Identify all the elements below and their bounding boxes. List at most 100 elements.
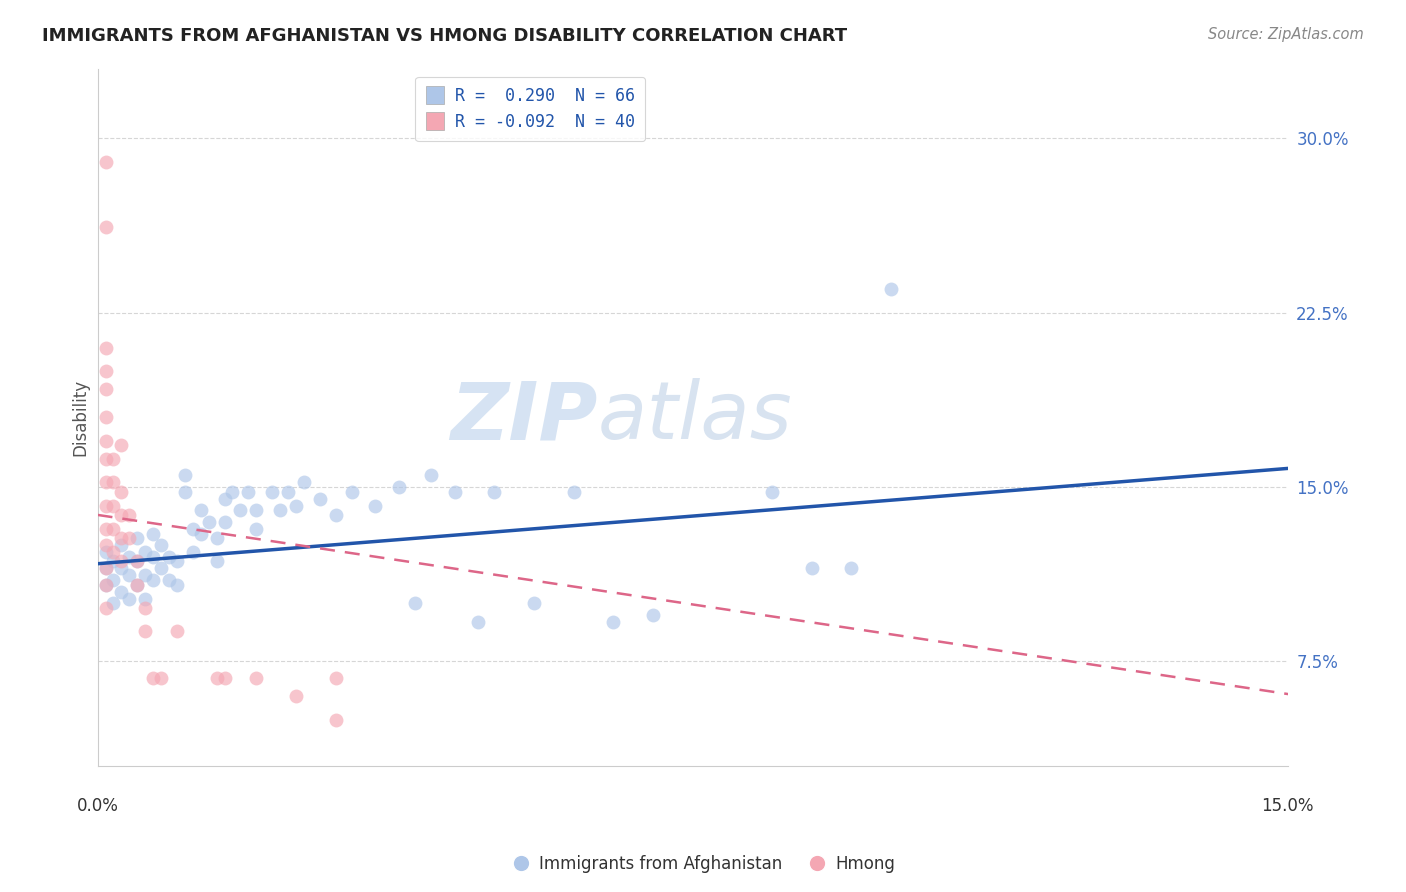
Point bbox=[103, 452, 125, 467]
Point bbox=[94, 601, 117, 615]
Point bbox=[94, 545, 117, 559]
Point bbox=[325, 713, 347, 727]
Point bbox=[118, 531, 141, 545]
Point bbox=[142, 526, 165, 541]
Point bbox=[364, 499, 387, 513]
Point bbox=[166, 577, 188, 591]
Point bbox=[484, 484, 506, 499]
Text: atlas: atlas bbox=[598, 378, 792, 457]
Point bbox=[761, 484, 783, 499]
Point bbox=[134, 545, 156, 559]
Point bbox=[467, 615, 489, 629]
Point bbox=[245, 522, 267, 536]
Point bbox=[103, 499, 125, 513]
Point bbox=[110, 531, 132, 545]
Point bbox=[94, 577, 117, 591]
Point bbox=[127, 531, 149, 545]
Point bbox=[103, 475, 125, 490]
Point bbox=[94, 577, 117, 591]
Point bbox=[118, 568, 141, 582]
Point bbox=[134, 624, 156, 639]
Legend: Immigrants from Afghanistan, Hmong: Immigrants from Afghanistan, Hmong bbox=[503, 848, 903, 880]
Point bbox=[127, 554, 149, 568]
Point bbox=[245, 671, 267, 685]
Point bbox=[308, 491, 330, 506]
Point bbox=[94, 341, 117, 355]
Point bbox=[221, 484, 243, 499]
Point bbox=[94, 364, 117, 378]
Point bbox=[127, 577, 149, 591]
Point bbox=[214, 491, 236, 506]
Point bbox=[118, 591, 141, 606]
Point bbox=[214, 515, 236, 529]
Point bbox=[150, 538, 173, 552]
Point bbox=[325, 671, 347, 685]
Point bbox=[110, 554, 132, 568]
Point bbox=[238, 484, 260, 499]
Point bbox=[127, 554, 149, 568]
Point bbox=[142, 549, 165, 564]
Point bbox=[602, 615, 624, 629]
Point bbox=[205, 531, 228, 545]
Point bbox=[388, 480, 411, 494]
Point bbox=[205, 554, 228, 568]
Point bbox=[94, 383, 117, 397]
Point bbox=[325, 508, 347, 522]
Text: Source: ZipAtlas.com: Source: ZipAtlas.com bbox=[1208, 27, 1364, 42]
Point bbox=[214, 671, 236, 685]
Point bbox=[443, 484, 465, 499]
Point bbox=[103, 522, 125, 536]
Point bbox=[190, 526, 212, 541]
Point bbox=[562, 484, 585, 499]
Point bbox=[173, 484, 195, 499]
Point bbox=[229, 503, 252, 517]
Point bbox=[110, 561, 132, 575]
Point bbox=[641, 607, 664, 622]
Text: 0.0%: 0.0% bbox=[77, 797, 118, 814]
Point bbox=[841, 561, 863, 575]
Point bbox=[110, 584, 132, 599]
Point bbox=[197, 515, 219, 529]
Point bbox=[103, 545, 125, 559]
Point bbox=[157, 549, 180, 564]
Point bbox=[103, 554, 125, 568]
Point bbox=[94, 410, 117, 425]
Point bbox=[94, 154, 117, 169]
Point bbox=[94, 219, 117, 234]
Point bbox=[284, 690, 307, 704]
Legend: R =  0.290  N = 66, R = -0.092  N = 40: R = 0.290 N = 66, R = -0.092 N = 40 bbox=[415, 77, 645, 141]
Point bbox=[94, 561, 117, 575]
Point bbox=[94, 561, 117, 575]
Point bbox=[523, 596, 546, 610]
Point bbox=[166, 624, 188, 639]
Point bbox=[404, 596, 426, 610]
Point bbox=[157, 573, 180, 587]
Point bbox=[269, 503, 291, 517]
Point bbox=[190, 503, 212, 517]
Point bbox=[103, 573, 125, 587]
Point bbox=[150, 671, 173, 685]
Point bbox=[127, 577, 149, 591]
Point bbox=[419, 468, 441, 483]
Point bbox=[800, 561, 823, 575]
Point bbox=[880, 282, 903, 296]
Point bbox=[245, 503, 267, 517]
Point bbox=[118, 508, 141, 522]
Text: IMMIGRANTS FROM AFGHANISTAN VS HMONG DISABILITY CORRELATION CHART: IMMIGRANTS FROM AFGHANISTAN VS HMONG DIS… bbox=[42, 27, 848, 45]
Point bbox=[110, 484, 132, 499]
Point bbox=[142, 671, 165, 685]
Point bbox=[94, 538, 117, 552]
Point bbox=[181, 545, 204, 559]
Text: ZIP: ZIP bbox=[450, 378, 598, 457]
Point bbox=[181, 522, 204, 536]
Point bbox=[118, 549, 141, 564]
Point bbox=[134, 568, 156, 582]
Y-axis label: Disability: Disability bbox=[72, 379, 89, 456]
Point bbox=[110, 538, 132, 552]
Point bbox=[173, 468, 195, 483]
Point bbox=[103, 596, 125, 610]
Point bbox=[110, 508, 132, 522]
Point bbox=[262, 484, 284, 499]
Point bbox=[150, 561, 173, 575]
Point bbox=[166, 554, 188, 568]
